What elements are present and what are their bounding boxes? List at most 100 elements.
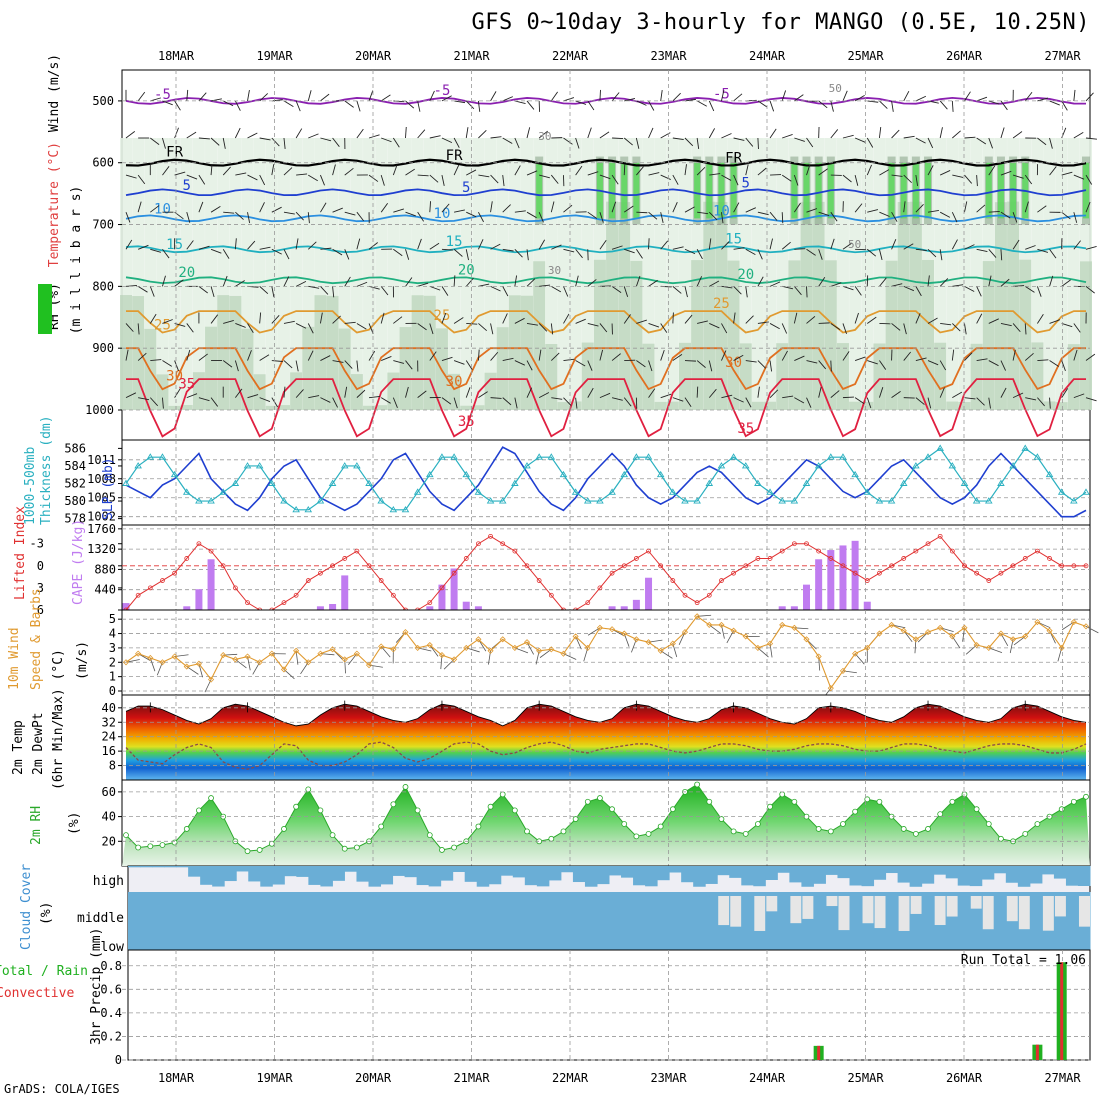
cloud-mid-cell: [332, 892, 345, 950]
wind-speed-point: [1022, 633, 1029, 640]
wind-barb: [1025, 245, 1036, 250]
thickness-point: [316, 497, 325, 504]
wind-speed-point: [293, 647, 300, 654]
cloud-high-cell: [1065, 866, 1079, 886]
cloud-row-label: middle: [77, 911, 124, 926]
cloud-high-cell: [368, 866, 382, 887]
wind-barb: [332, 207, 343, 213]
wind-barb: [793, 312, 798, 324]
wind-speed-point: [220, 652, 227, 659]
wind-barb: [721, 133, 732, 139]
wind-barb: [490, 91, 497, 102]
wind-speed-point: [803, 636, 810, 643]
wind-barb: [162, 249, 170, 259]
cloud-mid-cell: [1029, 892, 1043, 950]
wind-speed-point: [730, 627, 737, 634]
rh-shade-light: [654, 138, 667, 410]
wind-barb: [417, 129, 426, 139]
wind-barb: [307, 212, 310, 224]
wind-barb: [1012, 239, 1020, 250]
wind-barb: [538, 239, 546, 250]
wind-barb: [757, 276, 764, 287]
wind-barb: [988, 360, 999, 367]
lifted-index-point: [609, 570, 615, 576]
slp-tick-labels: 578 580 582 584 586 1002 1005 1008 1011: [64, 441, 122, 526]
rh2m-point: [293, 803, 300, 810]
pressure-tick-labels: 500 600 700 800 900 1000: [85, 94, 122, 417]
wind-barb: [903, 135, 915, 139]
wind-barb: [441, 312, 447, 324]
rh-contour-label: 30: [548, 264, 561, 277]
wind-barb: [927, 165, 934, 176]
wind-barb: [660, 240, 669, 250]
wind-barb: [453, 275, 456, 287]
wind-barb: [964, 285, 975, 292]
thickness-point: [778, 497, 786, 504]
thickness-point: [122, 479, 130, 486]
cloud-high-cell: [176, 866, 189, 868]
cloud-high-cell: [801, 866, 814, 887]
wind-barb: [866, 397, 872, 409]
wind-barb: [392, 164, 398, 176]
lifted-index-point: [949, 548, 955, 554]
rh-shade-mid: [363, 405, 376, 410]
cloud-high-cell: [921, 866, 935, 884]
wind-barb: [356, 281, 368, 287]
rh-shade-mid: [812, 201, 825, 410]
lifted-index-point: [840, 563, 846, 569]
wind-barb: [1085, 626, 1099, 634]
wind-barb: [368, 396, 381, 399]
wind-barb: [563, 286, 569, 297]
cloud-high-cell: [452, 866, 466, 872]
thickness-point: [474, 488, 483, 495]
wind-barb: [575, 397, 578, 409]
wind-barb: [733, 397, 744, 403]
wind-barb: [222, 275, 228, 287]
wind-barb: [465, 277, 474, 287]
rh2m-point: [135, 844, 142, 851]
bottom-date-label: 24MAR: [749, 1071, 786, 1085]
wind-barb: [368, 323, 374, 334]
rh-shade-light: [545, 138, 558, 410]
wind-barb: [453, 397, 458, 409]
rh2m-point: [973, 806, 980, 813]
wind-speed-point: [900, 627, 907, 634]
wind-barb: [733, 93, 743, 102]
thickness-point: [1033, 453, 1042, 460]
wind-barb: [636, 249, 643, 259]
wind-barb: [976, 313, 983, 324]
wind-barb: [770, 174, 782, 176]
cloud-high-cell: [1041, 866, 1055, 875]
wind-barb: [976, 358, 988, 361]
wind-barb: [611, 201, 617, 213]
isotherm-line: [126, 378, 1086, 438]
wind-barb: [757, 647, 769, 658]
lifted-index-point: [621, 563, 627, 569]
wind-barb: [344, 321, 356, 324]
wind-barb: [830, 211, 838, 222]
rh-shade-light: [484, 138, 497, 410]
wind-barb: [782, 395, 794, 399]
thickness-point: [365, 479, 373, 486]
wind-barb: [283, 320, 295, 324]
lifted-index-point: [779, 548, 785, 554]
thickness-point: [1021, 444, 1030, 451]
cloud-high-cell: [428, 866, 442, 887]
wind-barb: [526, 211, 537, 219]
cloud-high-cell: [621, 866, 634, 878]
cape-bar: [438, 584, 446, 610]
wind-barb: [927, 397, 932, 409]
wind-barb: [903, 201, 906, 213]
rh2m-tick-labels: 20 40 60: [102, 785, 122, 848]
wind-barb: [611, 174, 619, 185]
svg-text:(%): (%): [39, 902, 54, 925]
wind-barb: [757, 386, 760, 398]
thickness-point: [268, 479, 276, 486]
cloud-marks: [128, 866, 1091, 950]
wind-barb: [551, 397, 563, 400]
wind-barb: [381, 356, 392, 361]
lifted-index-point: [719, 578, 724, 583]
lifted-index-point: [184, 556, 190, 561]
wind-barb: [222, 249, 230, 259]
wind-barb: [551, 244, 562, 250]
